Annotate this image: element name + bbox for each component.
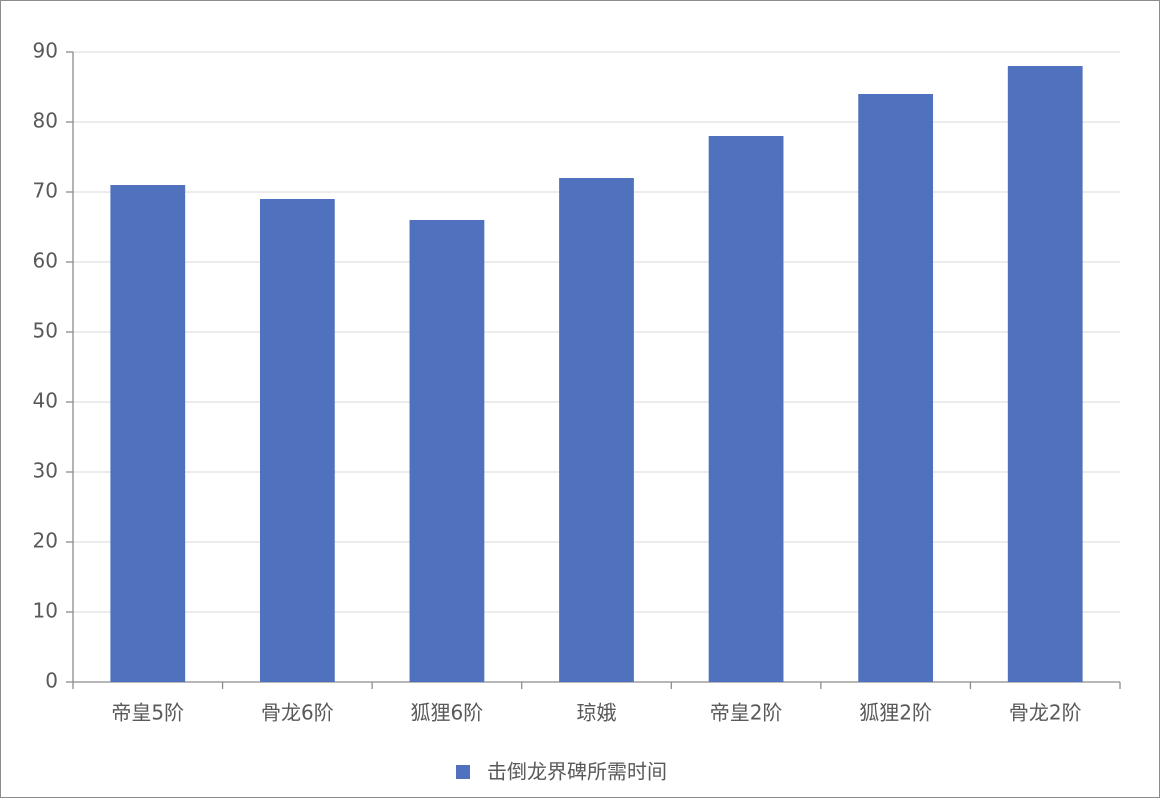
y-tick-label: 20 (33, 529, 58, 553)
x-tick-label: 骨龙6阶 (261, 701, 334, 725)
y-tick-label: 50 (33, 319, 58, 343)
y-tick-label: 10 (33, 599, 58, 623)
x-tick-label: 帝皇5阶 (111, 701, 184, 725)
bar (708, 136, 784, 682)
x-tick-label: 琼娥 (577, 701, 617, 725)
y-tick-label: 60 (33, 249, 58, 273)
bar (559, 178, 634, 682)
x-tick-label: 狐狸2阶 (859, 701, 932, 725)
x-tick-label: 骨龙2阶 (1009, 701, 1082, 725)
bar (110, 185, 186, 682)
y-tick-label: 0 (45, 669, 58, 693)
legend-swatch (456, 765, 470, 779)
bar (259, 199, 335, 682)
y-tick-label: 70 (33, 179, 58, 203)
x-tick-label: 帝皇2阶 (710, 701, 783, 725)
x-tick-label: 狐狸6阶 (411, 701, 484, 725)
legend-label: 击倒龙界碑所需时间 (487, 760, 667, 784)
bar (858, 94, 934, 682)
bar (1007, 66, 1083, 682)
bar (409, 220, 485, 682)
y-tick-label: 90 (33, 39, 58, 63)
y-tick-label: 80 (33, 109, 58, 133)
y-tick-label: 40 (33, 389, 58, 413)
y-tick-label: 30 (33, 459, 58, 483)
